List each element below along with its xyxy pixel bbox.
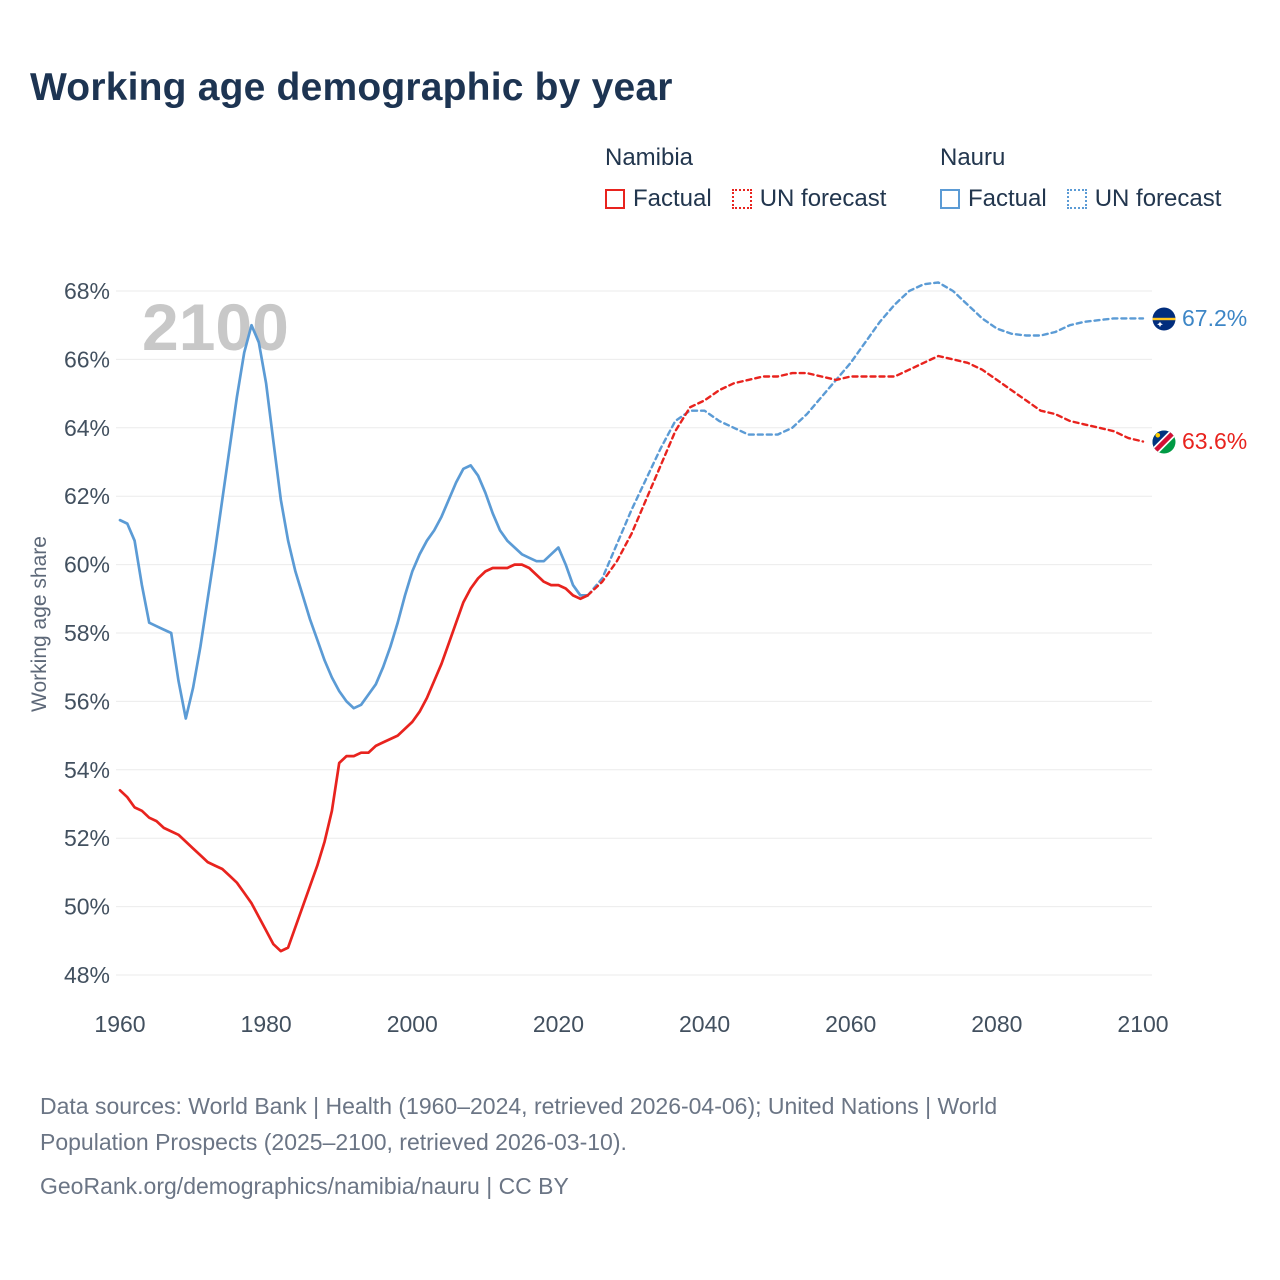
series-line-namibia-forecast — [586, 354, 1145, 597]
y-axis-tick: 62% — [64, 483, 110, 509]
footer-data-sources-line2: Population Prospects (2025–2100, retriev… — [40, 1129, 627, 1155]
footer-attribution: GeoRank.org/demographics/namibia/nauru |… — [40, 1173, 569, 1199]
nauru-flag-icon — [1152, 307, 1176, 331]
x-axis-tick: 1960 — [94, 1011, 145, 1037]
y-axis-tick: 48% — [64, 962, 110, 988]
y-axis-title: Working age share — [28, 536, 51, 712]
legend-swatch-namibia-factual — [605, 189, 625, 209]
legend-row-namibia: Factual UN forecast — [605, 185, 886, 213]
legend-group-nauru: Nauru Factual UN forecast — [940, 144, 1221, 213]
end-label-namibia: 63.6% — [1152, 428, 1247, 455]
x-axis-tick: 1980 — [241, 1011, 292, 1037]
x-axis-tick: 2060 — [825, 1011, 876, 1037]
end-label-value-namibia: 63.6% — [1182, 428, 1248, 455]
footer: Data sources: World Bank | Health (1960–… — [40, 1088, 997, 1204]
y-axis-tick: 64% — [64, 415, 110, 441]
y-axis-tick: 54% — [64, 757, 110, 783]
x-axis-tick: 2100 — [1117, 1011, 1168, 1037]
legend-swatch-namibia-forecast — [731, 189, 752, 209]
y-axis-tick: 50% — [64, 894, 110, 920]
legend-swatch-nauru-forecast — [1066, 189, 1087, 209]
chart-plot: 48% 50% 52% 54% 56% 58% 60% 62% 64% 66% 68% 1960 198… — [28, 278, 1169, 1037]
x-axis-tick: 2080 — [971, 1011, 1022, 1037]
legend-item-namibia-forecast[interactable]: UN forecast — [731, 185, 887, 213]
watermark-year: 2100 — [142, 290, 289, 364]
series-line-namibia-factual — [118, 563, 590, 953]
legend-label-namibia-factual: Factual — [633, 185, 712, 212]
legend-item-nauru-forecast[interactable]: UN forecast — [1066, 185, 1222, 213]
namibia-flag-icon — [1152, 430, 1176, 454]
legend-item-nauru-factual[interactable]: Factual — [940, 185, 1047, 213]
legend-title-nauru: Nauru — [940, 144, 1006, 171]
x-axis-tick: 2000 — [387, 1011, 438, 1037]
series-line-nauru-forecast — [586, 281, 1145, 597]
footer-data-sources-line1: Data sources: World Bank | Health (1960–… — [40, 1093, 998, 1119]
y-axis-tick: 56% — [64, 688, 110, 714]
page-title: Working age demographic by year — [30, 66, 673, 109]
legend-item-namibia-factual[interactable]: Factual — [605, 185, 712, 213]
legend-label-nauru-forecast: UN forecast — [1094, 185, 1222, 212]
legend-swatch-nauru-factual — [940, 189, 960, 209]
y-axis-tick: 68% — [64, 278, 110, 304]
end-label-nauru: 67.2% — [1152, 305, 1247, 332]
series-line-nauru-factual — [118, 323, 590, 720]
y-axis-tick: 58% — [64, 620, 110, 646]
x-axis-tick: 2020 — [533, 1011, 584, 1037]
legend-row-nauru: Factual UN forecast — [940, 185, 1221, 213]
x-axis-tick: 2040 — [679, 1011, 730, 1037]
y-axis-tick: 60% — [64, 552, 110, 578]
legend-label-nauru-factual: Factual — [968, 185, 1047, 212]
legend-title-namibia: Namibia — [605, 144, 694, 171]
y-axis-tick: 52% — [64, 825, 110, 851]
legend-label-namibia-forecast: UN forecast — [759, 185, 887, 212]
y-axis-tick: 66% — [64, 346, 110, 372]
end-label-value-nauru: 67.2% — [1182, 305, 1248, 332]
legend-group-namibia: Namibia Factual UN forecast — [605, 144, 886, 213]
